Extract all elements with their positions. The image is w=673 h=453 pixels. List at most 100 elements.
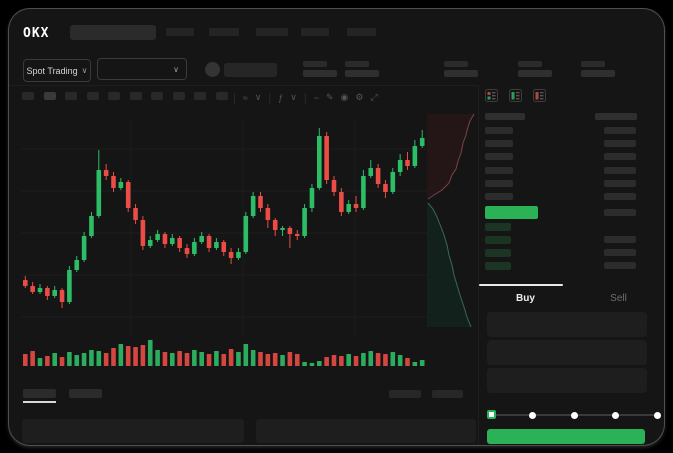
ask-price-placeholder[interactable] (485, 140, 513, 147)
bottom-block-placeholder (22, 419, 244, 443)
timeframe-button-placeholder[interactable] (43, 92, 56, 100)
order-input-placeholder[interactable] (487, 340, 647, 365)
bid-amount-placeholder[interactable] (604, 236, 636, 243)
nav-item-placeholder[interactable] (301, 28, 329, 36)
buy-submit-button[interactable] (487, 429, 645, 444)
pair-selector[interactable]: ∨ (97, 58, 187, 80)
timeframe-button-placeholder[interactable] (172, 92, 185, 100)
slider-stop[interactable] (612, 411, 619, 419)
bid-price-placeholder[interactable] (485, 236, 511, 244)
ticker-stat-label-placeholder (345, 61, 369, 67)
ask-price-placeholder[interactable] (485, 127, 513, 134)
bottom-block-placeholder (256, 419, 476, 443)
tab-buy[interactable]: Buy (516, 292, 535, 304)
order-input-placeholder[interactable] (487, 312, 647, 337)
candles-layer (23, 128, 425, 308)
timeframe-button-placeholder[interactable] (194, 92, 206, 100)
ticker-stat-value-placeholder (345, 70, 379, 77)
ticker-stat-value-placeholder (518, 70, 552, 77)
okx-logo[interactable]: OKX (23, 26, 50, 41)
timeframe-button-placeholder[interactable] (86, 92, 99, 100)
ask-price-placeholder[interactable] (485, 180, 513, 187)
order-input-placeholder[interactable] (487, 368, 647, 393)
indicators-icon[interactable]: ƒ (278, 92, 284, 103)
ask-amount-placeholder[interactable] (604, 140, 636, 147)
bottom-right-placeholder[interactable] (389, 390, 421, 398)
ticker-stat-label-placeholder (444, 61, 468, 67)
bid-price-placeholder[interactable] (485, 223, 511, 231)
orderbook-price-header-placeholder (485, 113, 525, 120)
orderbook-view-all-icon[interactable] (485, 89, 498, 102)
timeframe-button-placeholder[interactable] (151, 92, 163, 100)
settings-icon[interactable]: ⚙ (355, 92, 364, 102)
draw-icon[interactable]: ✎ (326, 92, 334, 102)
line-tool-icon[interactable]: ~ (313, 92, 319, 103)
separator: | (268, 91, 272, 104)
chart-tools: | ≈ ∨ | ƒ ∨ | ~ ✎ ◉ ⚙ ⤢ (233, 90, 378, 105)
screenshot-icon[interactable]: ◉ (340, 92, 349, 102)
timeframe-button-placeholder[interactable] (108, 92, 120, 100)
nav-item-placeholder[interactable] (347, 28, 376, 36)
ticker-stat-label-placeholder (303, 61, 327, 67)
nav-item-placeholder[interactable] (166, 28, 194, 36)
divider (478, 85, 479, 445)
ask-amount-placeholder[interactable] (604, 153, 636, 160)
ticker-stat-value-placeholder (303, 70, 337, 77)
ask-amount-placeholder[interactable] (604, 127, 636, 134)
market-type-selector[interactable]: Spot Trading ∨ (23, 59, 91, 82)
pair-name-placeholder (224, 63, 277, 77)
timeframe-button-placeholder[interactable] (215, 92, 228, 100)
ask-price-placeholder[interactable] (485, 167, 513, 174)
chevron-down-icon[interactable]: ∨ (290, 92, 297, 102)
bid-amount-placeholder[interactable] (604, 249, 636, 256)
separator: | (233, 91, 236, 104)
orderbook-view-asks-icon[interactable] (533, 89, 546, 102)
timeframe-button-placeholder[interactable] (22, 92, 34, 100)
bottom-right-placeholder[interactable] (432, 390, 463, 398)
slider-stop[interactable] (653, 411, 661, 419)
nav-item-placeholder[interactable] (256, 28, 288, 36)
slider-stop-active[interactable] (486, 410, 496, 419)
ticker-stat-label-placeholder (518, 61, 542, 67)
bottom-active-tab-underline (23, 401, 56, 403)
ask-amount-placeholder[interactable] (604, 193, 636, 200)
ask-amount-placeholder[interactable] (604, 167, 636, 174)
candle-style-icon[interactable]: ≈ (242, 92, 248, 103)
app-window: OKX Spot Trading ∨ ∨ | ≈ ∨ | ƒ ∨ | ~ ✎ ◉ ⚙ ⤢ Bu (8, 8, 665, 446)
ask-price-placeholder[interactable] (485, 193, 513, 200)
search-input[interactable] (70, 25, 156, 40)
bid-amount-placeholder[interactable] (604, 262, 636, 269)
separator: | (303, 91, 307, 104)
divider (9, 85, 479, 86)
chevron-down-icon: ∨ (81, 66, 88, 75)
ask-price-placeholder[interactable] (485, 153, 513, 160)
ticker-stat-value-placeholder (581, 70, 615, 77)
coin-icon (205, 62, 220, 77)
trade-tabs: Buy Sell (479, 288, 664, 308)
slider-stop[interactable] (529, 411, 536, 419)
bid-price-placeholder[interactable] (485, 249, 511, 257)
chevron-down-icon[interactable]: ∨ (254, 92, 262, 102)
market-type-label: Spot Trading (26, 65, 78, 76)
bottom-tab-placeholder[interactable] (23, 389, 56, 398)
orderbook-view-bids-icon[interactable] (509, 89, 522, 102)
nav-item-placeholder[interactable] (209, 28, 239, 36)
slider-stop[interactable] (570, 411, 578, 419)
fullscreen-icon[interactable]: ⤢ (370, 92, 378, 102)
volume-layer (23, 340, 425, 366)
chevron-down-icon: ∨ (173, 64, 179, 74)
ticker-stat-label-placeholder (581, 61, 605, 67)
orderbook-amount-header-placeholder (595, 113, 637, 120)
tab-sell[interactable]: Sell (610, 292, 627, 304)
timeframe-button-placeholder[interactable] (129, 92, 142, 100)
active-tab-indicator (479, 284, 563, 286)
last-price-bar[interactable] (485, 206, 538, 219)
ask-amount-placeholder[interactable] (604, 180, 636, 187)
depth-chart[interactable] (427, 111, 475, 331)
bottom-tab-placeholder[interactable] (69, 389, 102, 398)
ticker-stat-value-placeholder (444, 70, 478, 77)
last-price-amount-placeholder (604, 209, 636, 216)
timeframe-button-placeholder[interactable] (65, 92, 77, 100)
candlestick-chart[interactable] (21, 109, 427, 367)
bid-price-placeholder[interactable] (485, 262, 511, 270)
